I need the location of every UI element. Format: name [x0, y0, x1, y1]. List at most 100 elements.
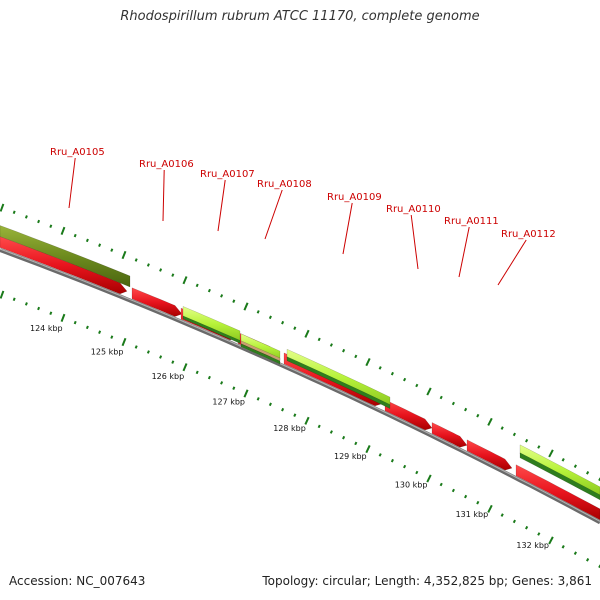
scale-tick — [24, 302, 28, 306]
outer-tick — [0, 203, 5, 212]
scale-tick — [342, 435, 346, 440]
scale-tick — [60, 313, 66, 322]
outer-tick — [304, 329, 310, 338]
outer-tick — [182, 276, 188, 285]
outer-tick — [220, 294, 224, 298]
feature-track — [0, 225, 600, 521]
gene-label: Rru_A0106 — [139, 159, 194, 170]
outer-tick — [561, 458, 565, 462]
leader-line — [162, 169, 165, 222]
scale-tick — [195, 370, 199, 375]
scale-label: 129 kbp — [334, 452, 367, 461]
scale-label: 130 kbp — [395, 481, 428, 490]
scale-tick — [390, 458, 394, 463]
topology-text: Topology: circular; Length: 4,352,825 bp… — [262, 574, 592, 588]
outer-tick — [464, 407, 468, 412]
scale-label: 128 kbp — [273, 424, 306, 433]
scale-labels: 124 kbp 125 kbp 126 kbp 127 kbp 128 kbp 129 k… — [30, 324, 549, 550]
scale-tick — [586, 558, 590, 562]
outer-tick — [317, 337, 321, 342]
scale-tick — [451, 488, 455, 493]
gene-arrow — [431, 422, 468, 448]
leader-line — [68, 157, 76, 209]
outer-tick — [24, 215, 28, 219]
gene-label: Rru_A0107 — [200, 169, 255, 180]
scale-tick — [256, 397, 260, 401]
scale-tick — [110, 335, 114, 339]
scale-label: 131 kbp — [456, 510, 489, 519]
scale-tick — [354, 441, 358, 446]
scale-tick — [329, 430, 333, 434]
scale-tick — [171, 360, 175, 364]
scale-tick — [268, 402, 272, 407]
outer-tick — [329, 343, 333, 347]
outer-tick — [98, 243, 102, 247]
scale-tick — [415, 470, 419, 475]
scale-label: 125 kbp — [91, 347, 124, 356]
gene-arrow — [131, 287, 183, 317]
leader-line — [217, 179, 226, 232]
scale-tick — [464, 494, 468, 499]
scale-tick — [378, 453, 382, 457]
scale-tick — [12, 297, 16, 302]
scale-label: 126 kbp — [152, 372, 185, 381]
gene-arrow — [515, 464, 600, 521]
scale-tick — [512, 519, 516, 524]
scale-tick — [49, 311, 53, 315]
gene-label: Rru_A0105 — [50, 147, 105, 158]
outer-tick — [487, 417, 493, 426]
scale-tick — [281, 407, 285, 412]
outer-tick — [256, 310, 260, 314]
outer-tick — [403, 377, 407, 382]
scale-tick — [232, 386, 236, 390]
outer-tick — [281, 320, 285, 325]
outer-tick — [207, 288, 211, 293]
outer-tick — [134, 258, 138, 262]
scale-tick — [439, 482, 443, 487]
green-feature — [182, 315, 241, 344]
genome-backbone — [0, 248, 600, 525]
outer-tick — [537, 445, 541, 449]
gene-label: Rru_A0111 — [444, 216, 499, 227]
leader-line — [497, 239, 527, 286]
outer-tick — [548, 449, 554, 458]
outer-tick — [12, 210, 16, 215]
leader-line — [264, 189, 283, 240]
backbone-highlight — [0, 248, 600, 522]
gene-label: Rru_A0112 — [501, 229, 556, 240]
gene-label: Rru_A0110 — [386, 204, 441, 215]
scale-label: 132 kbp — [516, 541, 549, 550]
outer-tick — [232, 299, 236, 303]
scale-tick — [426, 474, 432, 483]
scale-tick — [243, 389, 249, 398]
scale-tick — [500, 513, 504, 517]
outer-tick — [439, 395, 443, 400]
outer-tick-row — [0, 203, 600, 482]
map-title: Rhodospirillum rubrum ATCC 11170, comple… — [120, 9, 480, 24]
scale-tick — [220, 381, 224, 385]
scale-tick — [525, 525, 529, 530]
scale-tick — [561, 545, 565, 549]
gene-arrow — [466, 439, 513, 471]
scale-tick — [476, 500, 480, 505]
outer-tick — [390, 371, 394, 376]
scale-tick — [548, 536, 554, 545]
scale-tick — [537, 532, 541, 536]
outer-tick — [121, 250, 127, 260]
outer-tick — [342, 348, 346, 353]
outer-tick — [365, 358, 371, 367]
gene-arrow — [384, 399, 433, 431]
outer-tick — [426, 387, 432, 396]
scale-tick — [159, 355, 163, 359]
scale-tick — [304, 416, 310, 425]
outer-tick — [146, 263, 150, 267]
scale-label: 127 kbp — [212, 398, 245, 407]
outer-tick — [378, 366, 382, 370]
gene-arrow — [0, 236, 128, 295]
leader-line — [458, 226, 470, 278]
scale-tick — [37, 306, 41, 311]
green-feature — [519, 452, 600, 501]
